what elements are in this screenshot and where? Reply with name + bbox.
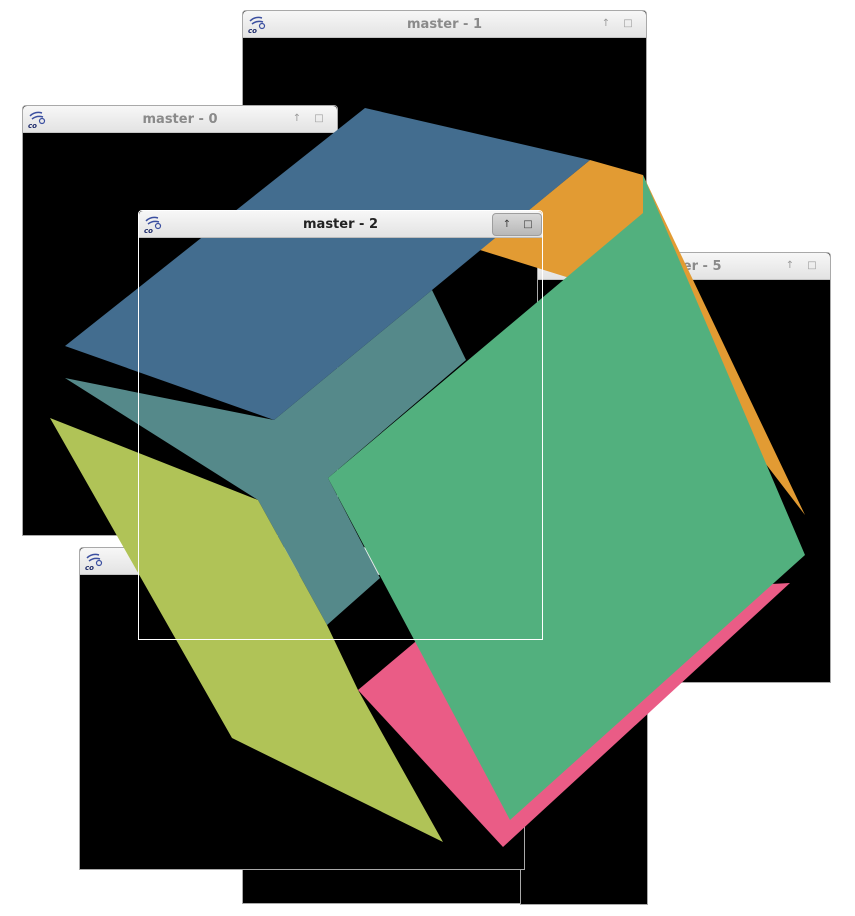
square-icon[interactable]: □ [807,260,817,271]
up-arrow-icon[interactable]: ↑ [502,219,512,230]
svg-text:co: co [85,564,94,571]
window-master-2[interactable]: co master - 2 ↑ □ [138,210,543,640]
window-title: master - 1 [407,17,482,32]
up-arrow-icon[interactable]: ↑ [602,481,612,492]
eq-logo-icon: co [83,552,105,572]
eq-logo-icon: co [142,215,164,235]
up-arrow-icon[interactable]: ↑ [601,18,611,29]
square-icon[interactable]: □ [314,113,324,124]
window-title: master - 2 [303,217,378,232]
window-controls: ↑ □ [492,213,542,236]
up-arrow-icon[interactable]: ↑ [785,260,795,271]
titlebar-master-1[interactable]: co master - 1 ↑ □ [243,11,646,38]
titlebar-master-0[interactable]: co master - 0 ↑ □ [23,106,337,133]
titlebar-master-2[interactable]: co master - 2 ↑ □ [139,211,542,238]
eq-logo-icon: co [26,110,48,130]
up-arrow-icon[interactable]: ↑ [292,113,302,124]
square-icon[interactable]: □ [624,481,634,492]
eq-logo-icon: co [246,15,268,35]
window-title: master - 0 [142,112,218,127]
render-viewport [139,238,542,639]
square-icon[interactable]: □ [623,18,633,29]
square-icon[interactable]: □ [523,219,533,230]
svg-text:co: co [144,227,153,234]
titlebar-master-5[interactable]: master - 5 ↑ □ [538,253,830,280]
svg-text:co: co [28,122,37,129]
svg-text:co: co [248,27,257,34]
